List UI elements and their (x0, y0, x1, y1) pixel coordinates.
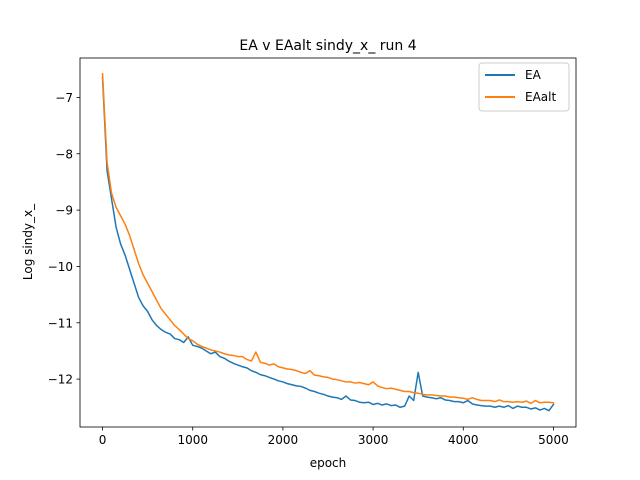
legend-label-ea: EA (525, 68, 542, 82)
x-tick-label: 5000 (538, 433, 569, 447)
chart-title: EA v EAalt sindy_x_ run 4 (239, 38, 416, 54)
y-axis-label: Log sindy_x_ (21, 203, 35, 280)
x-tick-label: 3000 (358, 433, 389, 447)
plot-area (80, 58, 576, 427)
x-tick-label: 2000 (268, 433, 299, 447)
legend: EA EAalt (478, 62, 570, 112)
y-axis: −7 −8 −9 −10 −11 −12 (48, 91, 80, 387)
series-line-ea (101, 76, 555, 412)
x-tick-label: 1000 (177, 433, 208, 447)
y-tick-label: −11 (48, 316, 73, 330)
x-axis-label: epoch (310, 456, 347, 470)
legend-label-eaalt: EAalt (525, 90, 556, 104)
series-layer (101, 72, 555, 412)
y-tick-label: −9 (55, 204, 73, 218)
y-tick-label: −10 (48, 260, 73, 274)
y-tick-label: −7 (55, 91, 73, 105)
x-tick-label: 0 (99, 433, 107, 447)
x-tick-label: 4000 (448, 433, 479, 447)
y-tick-label: −12 (48, 373, 73, 387)
x-axis: 0 1000 2000 3000 4000 5000 (99, 427, 569, 447)
series-line-eaalt (101, 72, 555, 405)
y-tick-label: −8 (55, 147, 73, 161)
plot-frame (79, 57, 577, 428)
